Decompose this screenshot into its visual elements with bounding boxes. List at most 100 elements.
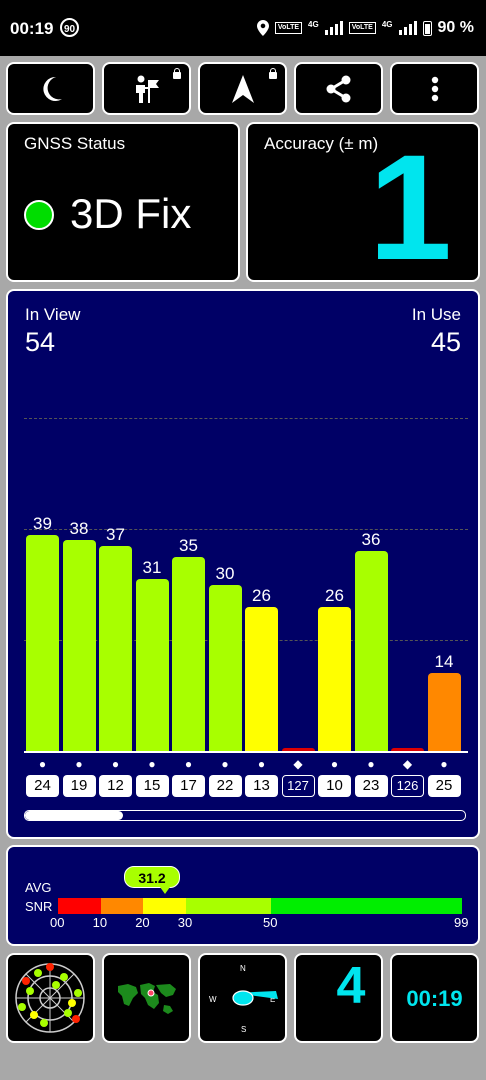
constellation-icon: ● — [111, 757, 120, 771]
world-map-button[interactable] — [102, 953, 191, 1043]
avg-snr-card[interactable]: AVG SNR 31.2 00 10 20 30 50 99 — [6, 845, 480, 946]
signal-icon — [324, 21, 343, 35]
grid-line — [24, 418, 468, 419]
navigation-arrow-icon — [231, 74, 254, 103]
bar-value-label: 39 — [33, 513, 52, 533]
prn-label[interactable]: 22 — [208, 775, 242, 797]
compass-south: S — [241, 1025, 247, 1034]
more-menu-button[interactable] — [390, 62, 479, 115]
bar-value-label: 35 — [179, 535, 198, 555]
constellation-icon: ● — [221, 757, 229, 771]
bar-value-label: 26 — [252, 585, 271, 605]
prn-label[interactable]: 126 — [391, 775, 424, 797]
snr-tick-label: 50 — [263, 915, 278, 930]
signal-bar[interactable] — [281, 748, 315, 751]
refresh-rate-icon: 90 — [60, 18, 79, 37]
snr-label: SNR — [25, 899, 53, 914]
navigate-button[interactable] — [198, 62, 287, 115]
gps-clock: 00:19 — [406, 986, 463, 1011]
snr-tick-label: 00 — [50, 915, 65, 930]
signal-bar[interactable] — [391, 748, 424, 751]
satellites-used-button[interactable]: 4 — [294, 953, 383, 1043]
signal-bar[interactable] — [208, 584, 242, 751]
accuracy-title: Accuracy (± m) — [264, 134, 379, 153]
grid-line — [24, 529, 468, 530]
signal-bar[interactable] — [318, 606, 351, 751]
status-bar: 00:19 90 VoLTE 4G VoLTE 4G 90 % — [0, 0, 486, 56]
lock-icon-2 — [269, 68, 277, 79]
status-icons: VoLTE 4G VoLTE 4G 90 % — [256, 17, 474, 39]
signal-strength-chart[interactable]: In View 54 In Use 45 39 ● 24 38 ● 19 37 ● 12 31 ● 1… — [6, 289, 480, 839]
constellation-icon: ● — [148, 757, 156, 771]
gnss-status-title: GNSS Status — [24, 134, 126, 153]
world-map-icon — [116, 982, 177, 1015]
in-use-label: In Use — [411, 305, 461, 324]
constellation-icon: ● — [330, 757, 339, 771]
snr-scale-segment — [143, 898, 186, 914]
signal-bar[interactable] — [62, 540, 96, 751]
constellation-icon: ◆ — [293, 757, 303, 771]
snr-tick-label: 10 — [92, 915, 108, 930]
accuracy-card[interactable]: Accuracy (± m) 1 — [246, 122, 480, 282]
bar-value-label: 30 — [215, 563, 235, 583]
volte-icon: VoLTE — [274, 22, 303, 34]
snr-scale-segment — [185, 898, 271, 914]
clock-button[interactable]: 00:19 — [390, 953, 479, 1043]
prn-label[interactable]: 127 — [281, 775, 315, 797]
location-icon — [256, 20, 269, 36]
prn-label[interactable]: 24 — [26, 775, 59, 797]
prn-label[interactable]: 12 — [99, 775, 132, 797]
constellation-icon: ◆ — [402, 757, 413, 771]
bar-value-label: 38 — [69, 519, 89, 539]
signal-bar[interactable] — [26, 534, 59, 751]
prn-label[interactable]: 15 — [135, 775, 169, 797]
signal-bar[interactable] — [245, 606, 278, 751]
person-flag-icon — [135, 75, 159, 103]
prn-label[interactable]: 23 — [354, 775, 388, 797]
tracking-button[interactable] — [102, 62, 191, 115]
snr-scale-segment — [271, 898, 462, 914]
constellation-icon: ● — [75, 757, 83, 771]
signal-bar[interactable] — [354, 551, 388, 751]
signal-icon-2 — [398, 21, 417, 35]
prn-label[interactable]: 13 — [245, 775, 278, 797]
prn-label[interactable]: 25 — [427, 775, 461, 797]
signal-bar[interactable] — [427, 673, 461, 751]
more-vert-icon — [431, 76, 438, 101]
bar-value-label: 36 — [361, 530, 381, 550]
accuracy-value: 1 — [368, 123, 452, 291]
sky-view-button[interactable] — [6, 953, 95, 1043]
battery-level: 90 % — [437, 19, 474, 36]
lock-icon — [173, 68, 181, 79]
scrollbar-thumb[interactable] — [25, 811, 123, 820]
satellites-used-count: 4 — [336, 957, 366, 1015]
compass-east: E — [270, 995, 276, 1004]
prn-label[interactable]: 17 — [172, 775, 205, 797]
compass-west: W — [209, 995, 217, 1004]
battery-icon — [422, 20, 432, 36]
compass-north: N — [240, 964, 246, 973]
snr-tick-label: 30 — [177, 915, 193, 930]
signal-bar[interactable] — [135, 578, 169, 751]
gnss-status-card[interactable]: GNSS Status 3D Fix — [6, 122, 240, 282]
compass-button[interactable]: N E S W — [198, 953, 287, 1043]
network-type-2: 4G — [381, 19, 393, 29]
share-button[interactable] — [294, 62, 383, 115]
snr-scale-segment — [58, 898, 101, 914]
moon-icon — [42, 76, 62, 101]
signal-bar[interactable] — [172, 556, 205, 751]
fix-status: 3D Fix — [70, 190, 192, 237]
night-mode-button[interactable] — [6, 62, 95, 115]
constellation-icon: ● — [184, 757, 193, 771]
volte-icon-2: VoLTE — [348, 22, 376, 34]
prn-label[interactable]: 10 — [318, 775, 351, 797]
prn-label[interactable]: 19 — [62, 775, 96, 797]
snr-scale-segment — [100, 898, 144, 914]
constellation-icon: ● — [367, 757, 375, 771]
in-view-label: In View — [25, 305, 81, 324]
constellation-icon: ● — [38, 757, 47, 771]
chart-scrollbar[interactable] — [24, 810, 466, 821]
bar-value-label: 14 — [434, 652, 454, 672]
signal-bar[interactable] — [99, 545, 132, 751]
in-use-count: 45 — [430, 327, 461, 357]
